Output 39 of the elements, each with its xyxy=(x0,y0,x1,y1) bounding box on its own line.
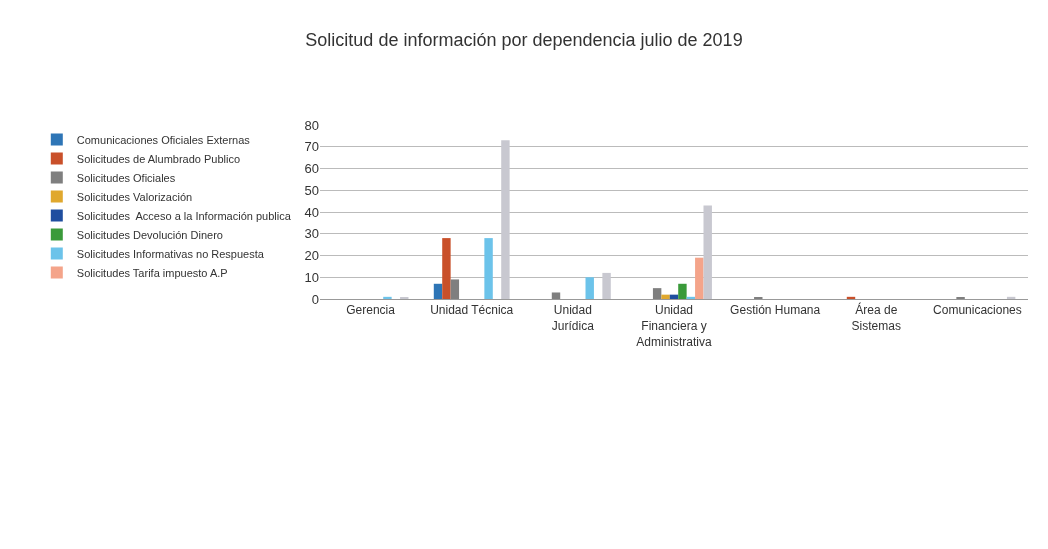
y-tick-label: 70 xyxy=(304,139,319,155)
bar xyxy=(433,283,443,299)
y-tick-label: 20 xyxy=(304,248,319,264)
bar xyxy=(501,140,510,299)
legend-label: Solicitudes Oficiales xyxy=(76,171,176,184)
chart-title: Solicitud de información por dependencia julio de 2019 xyxy=(305,29,743,50)
x-tick-label: Gerencia xyxy=(346,303,396,318)
legend-label: Comunicaciones Oficiales Externas xyxy=(76,133,251,146)
x-tick-label: Área de Sistemas xyxy=(851,302,901,333)
bar xyxy=(695,257,704,299)
x-tick-label: Unidad Financiera y Administrativa xyxy=(636,303,712,349)
y-tick-label: 40 xyxy=(304,204,319,220)
bar xyxy=(450,279,460,299)
legend-label: Solicitudes Devolución Dinero xyxy=(76,228,223,241)
y-tick-label: 50 xyxy=(304,182,319,198)
bar xyxy=(442,238,451,299)
bar xyxy=(551,292,561,299)
x-tick-label: Gestión Humana xyxy=(730,303,821,318)
x-tick-label: Unidad Jurídica xyxy=(551,303,595,333)
legend-label: Solicitudes Valorización xyxy=(76,190,193,203)
legend-label: Solicitudes de Alumbrado Publico xyxy=(76,152,241,165)
bar xyxy=(383,296,392,299)
y-tick-label: 80 xyxy=(304,117,319,133)
legend-label: Solicitudes Informativas no Respuesta xyxy=(76,247,265,260)
bar xyxy=(678,283,687,299)
y-tick-label: 30 xyxy=(304,226,319,242)
x-tick-label: Comunicaciones xyxy=(933,303,1022,318)
bar xyxy=(661,294,670,299)
bar xyxy=(652,288,662,299)
y-tick-label: 60 xyxy=(304,161,319,177)
x-tick-label: Unidad Técnica xyxy=(430,303,514,318)
bar xyxy=(602,272,611,299)
bar xyxy=(585,277,594,299)
bar xyxy=(484,238,493,299)
legend-label: Solicitudes Tarifa impuesto A.P xyxy=(76,266,228,279)
bar xyxy=(703,205,712,299)
y-tick-label: 10 xyxy=(304,269,319,285)
legend-label: Solicitudes Acceso a la Información publica xyxy=(76,209,292,222)
y-tick-label: 0 xyxy=(311,291,319,307)
